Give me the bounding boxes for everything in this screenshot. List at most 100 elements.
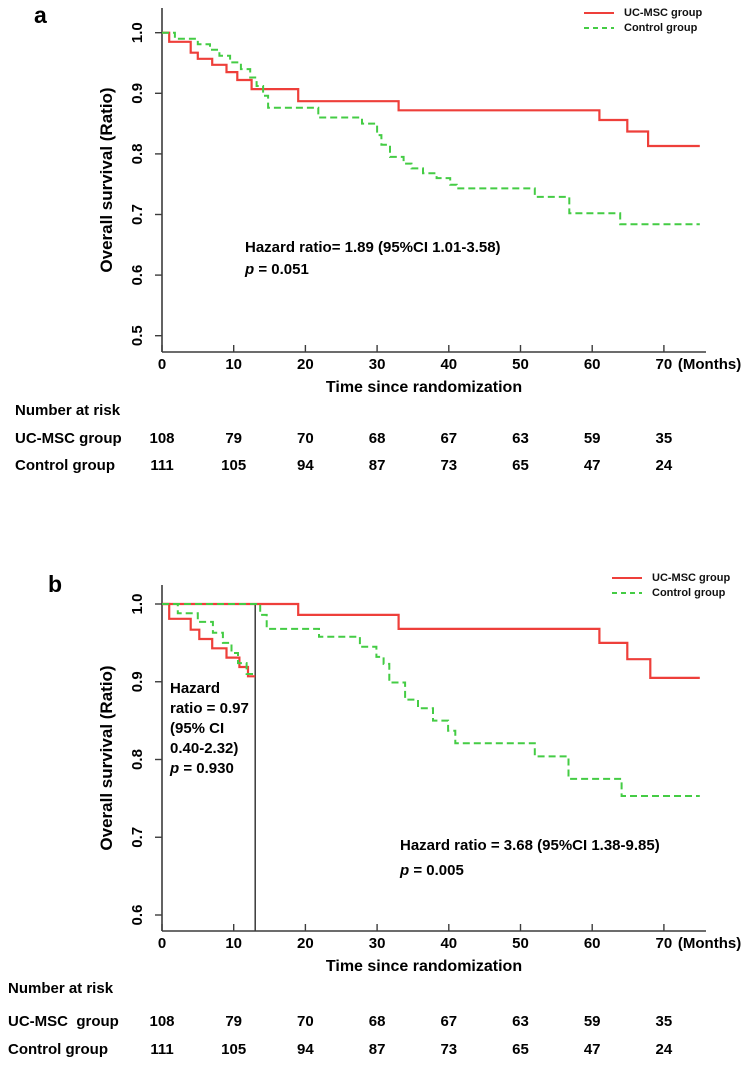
risk-count: 65 — [512, 1041, 529, 1058]
dashed-line-swatch — [584, 26, 614, 29]
risk-count: 35 — [655, 1013, 673, 1030]
x-axis-title: Time since randomization — [326, 958, 522, 975]
y-axis-title: Overall survival (Ratio) — [97, 87, 116, 272]
dashed-line-swatch — [612, 591, 642, 594]
control-curve — [162, 603, 256, 675]
x-axis-title: Time since randomization — [326, 379, 522, 396]
uc-msc-curve — [162, 602, 700, 679]
risk-table-title: Number at risk — [15, 402, 121, 419]
x-tick-label: 60 — [584, 935, 601, 952]
hazard-ratio-annotation: Hazard ratio = 3.68 (95%CI 1.38-9.85) — [400, 837, 660, 854]
panel-a-survival-chart: 0 10 20 30 40 50 60 70 (Months) Time since random… — [97, 8, 741, 396]
x-tick-label: 30 — [369, 935, 386, 952]
y-tick-label: 0.8 — [129, 143, 146, 164]
hazard-ratio-annotation: Hazard ratio= 1.89 (95%CI 1.01-3.58) — [245, 239, 501, 256]
risk-count: 79 — [225, 1013, 243, 1030]
panel-a-label: a — [34, 2, 47, 28]
y-tick-label: 0.6 — [129, 905, 146, 926]
risk-count: 47 — [583, 457, 601, 474]
y-tick-label: 0.9 — [129, 671, 146, 692]
x-axis-unit-label: (Months) — [678, 935, 741, 952]
risk-count: 108 — [149, 1013, 175, 1030]
panel-a-legend: UC-MSC group Control group — [584, 5, 702, 35]
risk-count: 67 — [440, 430, 458, 447]
risk-count: 68 — [368, 1013, 386, 1030]
x-tick-label: 70 — [656, 356, 673, 373]
risk-count: 108 — [149, 430, 175, 447]
solid-line-swatch — [612, 576, 642, 579]
risk-count: 24 — [655, 1041, 673, 1058]
y-tick-label: 0.8 — [129, 749, 146, 770]
risk-count: 35 — [655, 430, 673, 447]
x-tick-label: 70 — [656, 935, 673, 952]
hazard-ratio-annotation: Hazard — [170, 680, 220, 697]
hazard-ratio-annotation: (95% CI — [170, 720, 224, 737]
risk-count: 70 — [297, 430, 314, 447]
control-curve — [162, 31, 700, 226]
risk-count: 67 — [440, 1013, 458, 1030]
hazard-ratio-annotation: ratio = 0.97 — [170, 700, 249, 717]
risk-count: 59 — [583, 430, 601, 447]
x-tick-label: 20 — [297, 935, 314, 952]
legend-item: Control group — [584, 20, 702, 35]
x-tick-label: 10 — [225, 356, 242, 373]
hazard-ratio-annotation: p = 0.930 — [169, 760, 234, 777]
y-axis-title: Overall survival (Ratio) — [97, 665, 116, 850]
risk-row-label: Control group — [8, 1041, 108, 1058]
x-tick-label: 60 — [584, 356, 601, 373]
risk-count: 73 — [440, 457, 458, 474]
risk-count: 73 — [440, 1041, 458, 1058]
risk-count: 94 — [297, 457, 314, 474]
risk-count: 87 — [368, 1041, 386, 1058]
y-tick-label: 0.7 — [129, 204, 146, 225]
risk-count: 63 — [512, 430, 529, 447]
x-tick-label: 50 — [512, 935, 529, 952]
risk-table-title: Number at risk — [8, 980, 114, 997]
x-tick-label: 0 — [158, 935, 166, 952]
x-tick-label: 40 — [440, 935, 457, 952]
risk-count: 79 — [225, 430, 243, 447]
risk-count: 24 — [655, 457, 673, 474]
y-tick-label: 1.0 — [129, 22, 146, 43]
risk-count: 47 — [583, 1041, 601, 1058]
risk-row-label: Control group — [15, 457, 115, 474]
risk-count: 59 — [583, 1013, 601, 1030]
x-tick-label: 30 — [369, 356, 386, 373]
legend-item: UC-MSC group — [584, 5, 702, 20]
control-curve — [162, 603, 700, 797]
x-axis-unit-label: (Months) — [678, 356, 741, 373]
risk-count: 70 — [297, 1013, 314, 1030]
x-tick-label: 50 — [512, 356, 529, 373]
risk-row-label: UC-MSC group — [15, 430, 122, 447]
legend-item: UC-MSC group — [612, 570, 730, 585]
risk-count: 105 — [221, 1041, 247, 1058]
y-tick-label: 1.0 — [129, 594, 146, 615]
risk-count: 63 — [512, 1013, 529, 1030]
legend-item-label: UC-MSC group — [624, 6, 703, 19]
legend-item-label: Control group — [624, 21, 698, 34]
legend-item-label: Control group — [652, 586, 726, 599]
risk-count: 105 — [221, 457, 247, 474]
x-tick-label: 0 — [158, 356, 166, 373]
risk-count: 94 — [297, 1041, 314, 1058]
y-tick-label: 0.7 — [129, 827, 146, 848]
risk-count: 87 — [368, 457, 386, 474]
panel-b-label: b — [48, 571, 63, 597]
legend-item-label: UC-MSC group — [652, 571, 731, 584]
panel-b-legend: UC-MSC group Control group — [612, 570, 730, 600]
x-tick-label: 20 — [297, 356, 314, 373]
legend-item: Control group — [612, 585, 730, 600]
y-tick-label: 0.6 — [129, 265, 146, 286]
uc-msc-curve — [162, 31, 700, 148]
risk-row-label: UC-MSC group — [8, 1013, 119, 1030]
x-tick-label: 40 — [440, 356, 457, 373]
y-tick-label: 0.9 — [129, 83, 146, 104]
panel-b-survival-chart: 0 10 20 30 40 50 60 70 (Months) Time since random… — [97, 585, 741, 975]
risk-count: 111 — [150, 457, 174, 474]
risk-count: 65 — [512, 457, 529, 474]
solid-line-swatch — [584, 11, 614, 14]
hazard-ratio-annotation: p = 0.051 — [244, 261, 309, 278]
hazard-ratio-annotation: 0.40-2.32) — [170, 740, 238, 757]
risk-count: 111 — [150, 1041, 174, 1058]
